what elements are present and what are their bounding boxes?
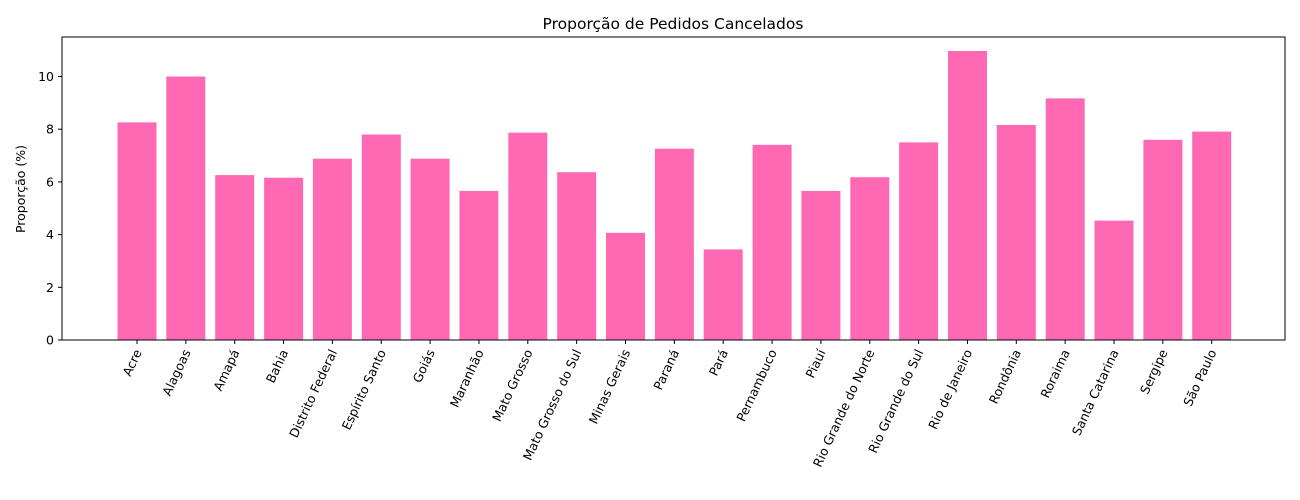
y-axis-label: Proporção (%) [13,145,28,233]
bar-piauí [801,190,841,340]
y-tick-label: 8 [46,122,54,137]
y-tick-label: 2 [46,280,54,295]
bar-mato-grosso-do-sul [557,172,597,340]
bar-sergipe [1143,139,1183,340]
y-tick-label: 4 [46,227,54,242]
x-tick-label: Minas Gerais [586,347,634,426]
bar-pernambuco [752,144,792,340]
bar-acre [117,122,157,341]
bar-distrito-federal [312,158,352,340]
bar-pará [703,249,743,340]
bar-minas-gerais [606,232,645,340]
chart-title: Proporção de Pedidos Cancelados [543,15,804,33]
x-tick-label: Amapá [210,347,242,393]
x-tick-label: São Paulo [1180,347,1219,409]
x-tick-label: Bahia [263,347,292,385]
bar-mato-grosso [508,132,548,340]
bar-maranhão [459,190,499,340]
bar-alagoas [166,76,206,340]
y-axis: 0 2 4 6 8 10 [38,69,62,348]
bar-rondônia [996,125,1036,340]
y-tick-label: 6 [46,174,54,189]
x-tick-label: Distrito Federal [286,347,340,440]
x-tick-label: Rondônia [986,347,1024,406]
x-tick-label: Maranhão [447,347,487,410]
x-tick-label: Espírito Santo [339,347,389,432]
x-tick-label: Rio de Janeiro [925,347,975,432]
bar-paraná [654,148,694,340]
x-tick-label: Mato Grosso [489,347,535,424]
plot-frame [61,36,1286,341]
bar-bahia [264,177,304,340]
bar-amapá [215,175,255,340]
x-tick-label: Alagoas [159,347,193,398]
x-tick-label: Roraima [1037,347,1073,400]
x-tick-label: Goiás [409,347,437,385]
y-tick-label: 0 [46,333,54,348]
bar-roraima [1045,98,1085,341]
x-tick-label: Santa Catarina [1069,347,1122,438]
bar-rio-grande-do-norte [850,177,890,340]
bar-rio-grande-do-sul [899,142,939,340]
x-tick-label: Sergipe [1137,347,1171,397]
x-tick-label: Rio Grande do Sul [865,347,926,455]
bar-são-paulo [1192,131,1232,340]
bar-goiás [410,158,450,340]
y-tick-label: 10 [38,69,54,84]
bars-group [117,51,1232,341]
x-tick-label: Pernambuco [733,347,779,424]
bar-santa-catarina [1094,220,1134,340]
bar-espírito-santo [361,134,401,340]
x-tick-label: Acre [119,347,144,379]
x-tick-label: Pará [706,347,731,378]
bar-rio-de-janeiro [948,51,987,340]
x-tick-label: Piauí [802,346,828,380]
x-tick-label: Paraná [650,347,682,392]
